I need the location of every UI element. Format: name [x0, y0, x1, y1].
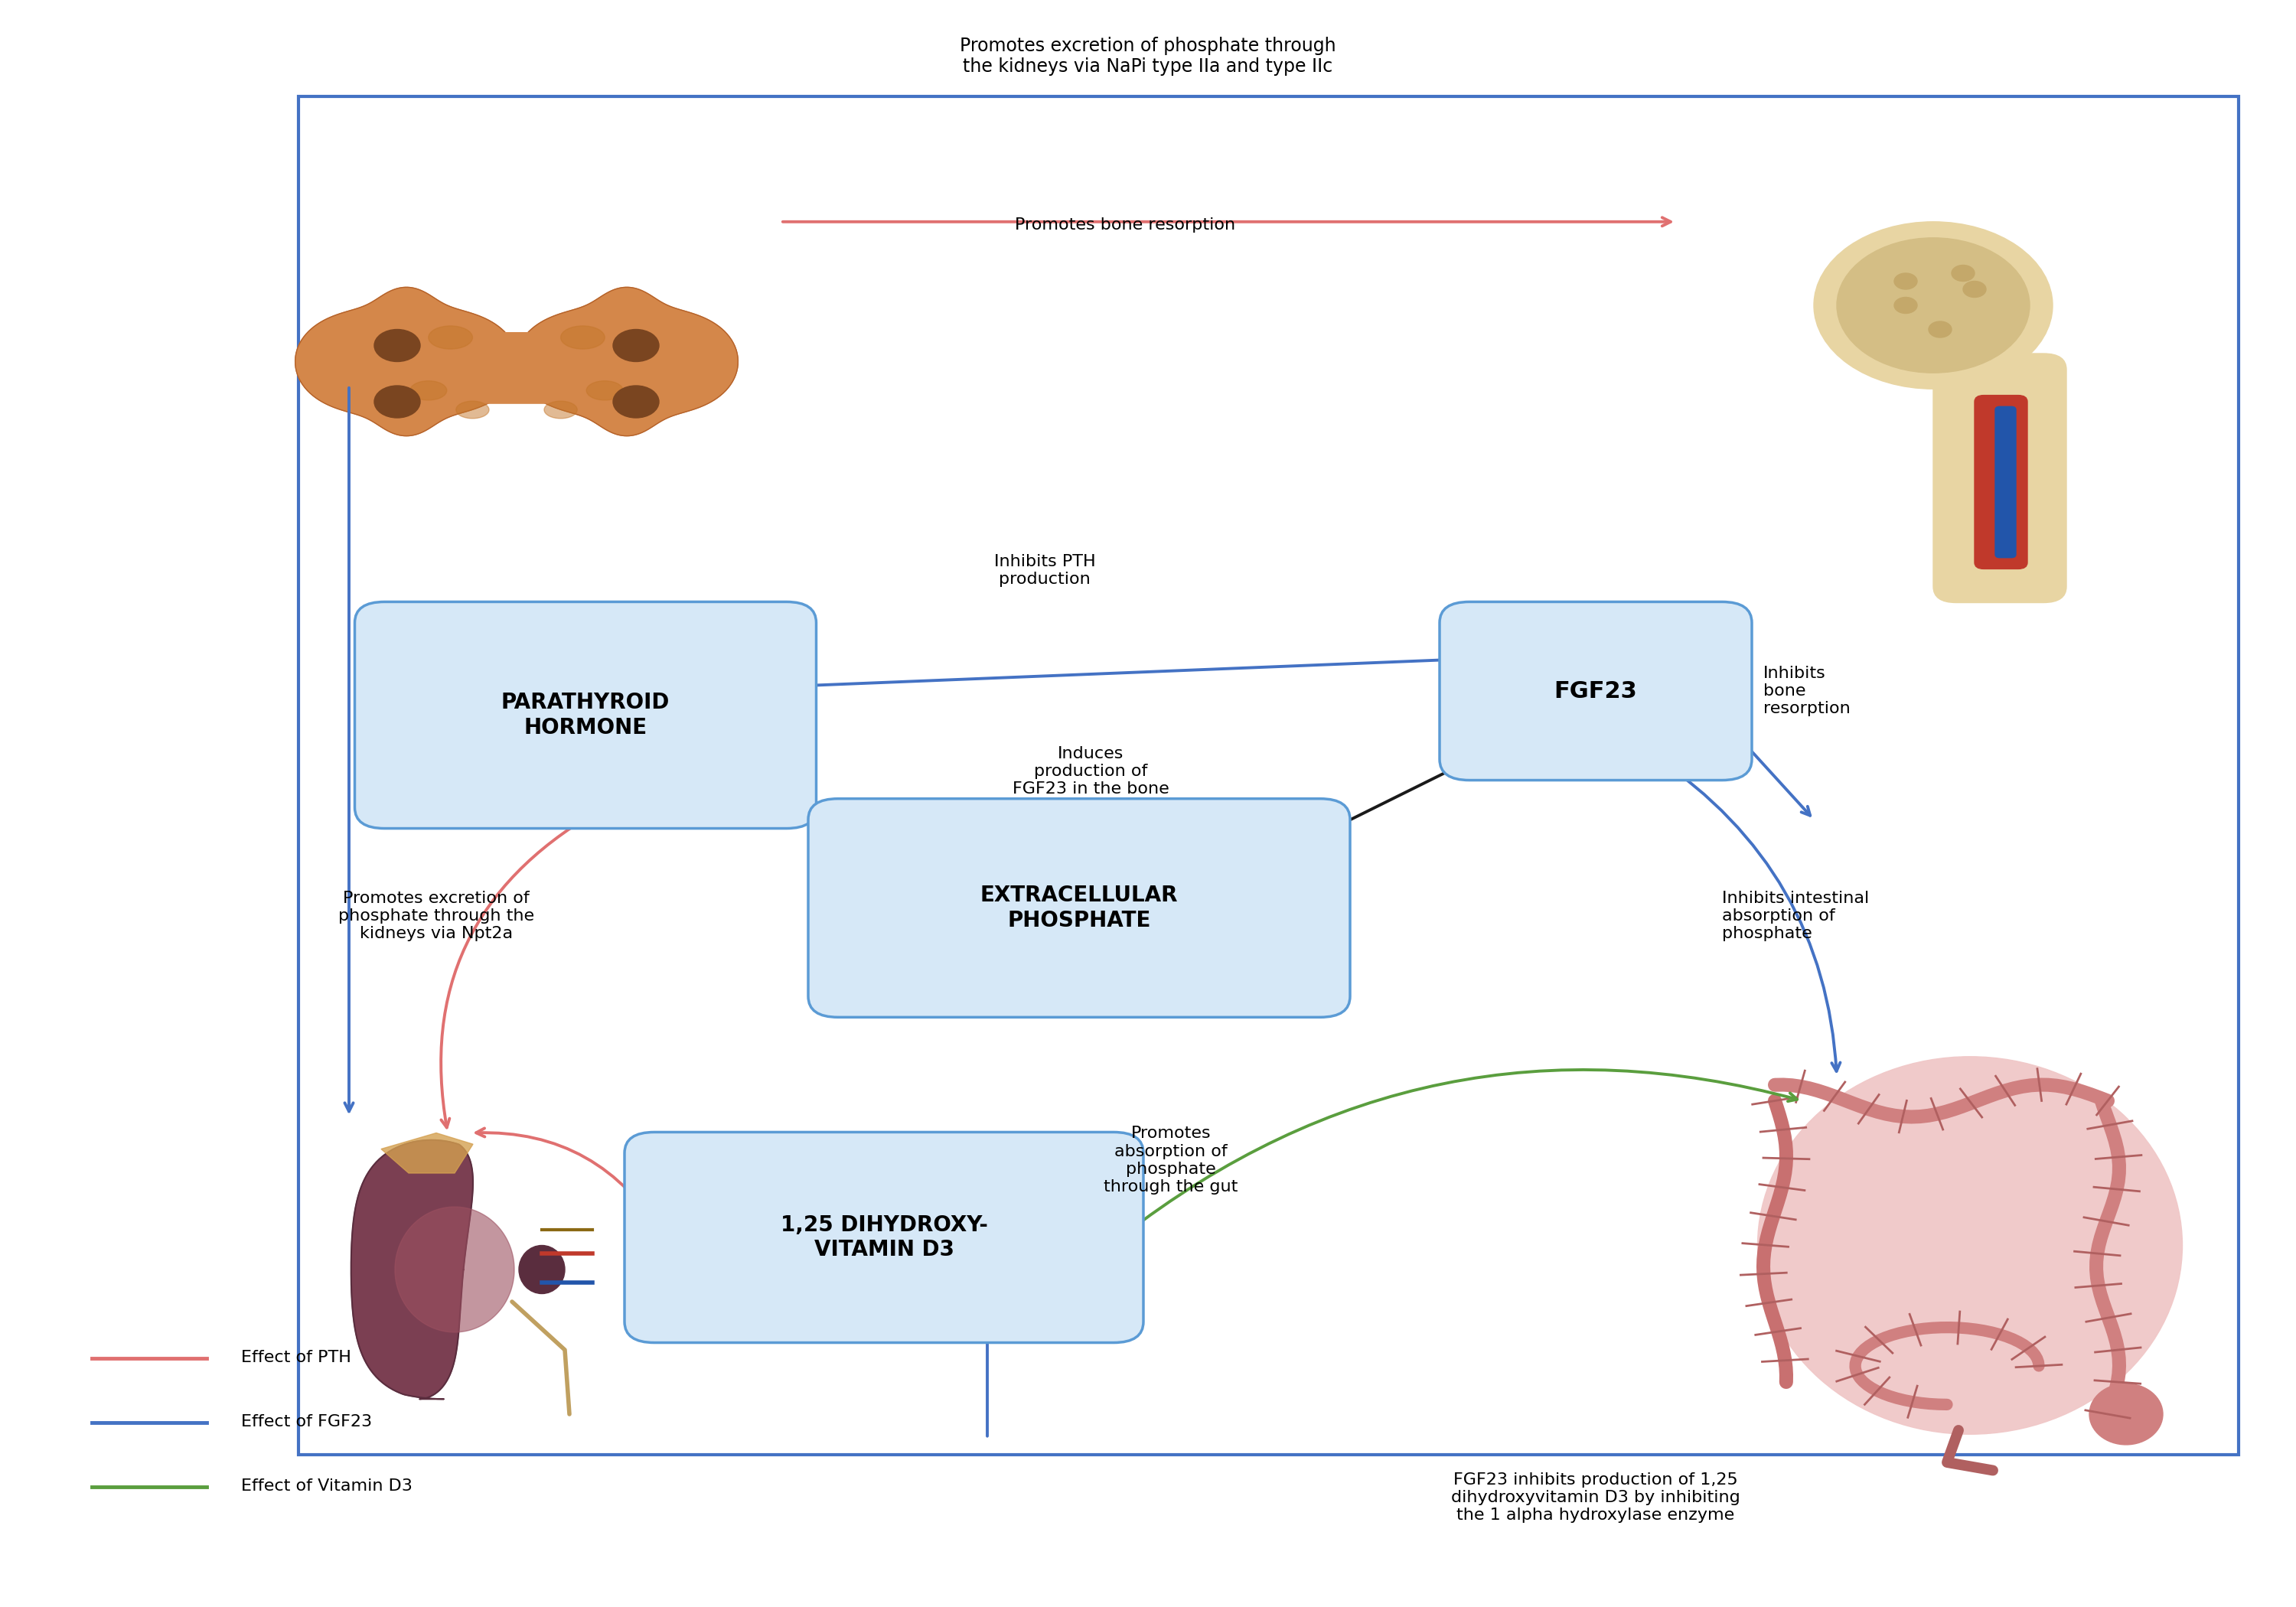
Circle shape	[1837, 238, 2030, 373]
Polygon shape	[381, 1133, 473, 1173]
Polygon shape	[517, 288, 737, 435]
Ellipse shape	[544, 402, 576, 418]
Ellipse shape	[1759, 1057, 2181, 1433]
Circle shape	[374, 329, 420, 362]
Text: Induces
production of
FGF23 in the bone: Induces production of FGF23 in the bone	[1013, 746, 1169, 797]
Circle shape	[1894, 297, 1917, 313]
Polygon shape	[351, 1139, 473, 1400]
Text: Inhibits PTH
production: Inhibits PTH production	[994, 554, 1095, 587]
Polygon shape	[296, 288, 517, 435]
Text: Inhibits
bone
resorption: Inhibits bone resorption	[1763, 665, 1851, 717]
FancyBboxPatch shape	[808, 799, 1350, 1017]
Text: Effect of FGF23: Effect of FGF23	[241, 1414, 372, 1430]
FancyBboxPatch shape	[1440, 603, 1752, 781]
Ellipse shape	[411, 381, 448, 400]
Ellipse shape	[585, 381, 622, 400]
FancyBboxPatch shape	[1933, 354, 2066, 603]
Circle shape	[1929, 321, 1952, 337]
Circle shape	[1814, 222, 2053, 389]
Text: FGF23 inhibits production of 1,25
dihydroxyvitamin D3 by inhibiting
the 1 alpha : FGF23 inhibits production of 1,25 dihydr…	[1451, 1472, 1740, 1523]
Polygon shape	[1901, 333, 2002, 386]
Ellipse shape	[457, 402, 489, 418]
Circle shape	[613, 329, 659, 362]
Ellipse shape	[560, 326, 604, 349]
Polygon shape	[395, 1207, 514, 1332]
Text: FGF23: FGF23	[1554, 680, 1637, 702]
Circle shape	[374, 386, 420, 418]
Ellipse shape	[519, 1245, 565, 1294]
Text: Promotes excretion of
phosphate through the
kidneys via Npt2a: Promotes excretion of phosphate through …	[338, 890, 535, 942]
Circle shape	[1952, 265, 1975, 281]
Text: Promotes bone resorption: Promotes bone resorption	[1015, 217, 1235, 233]
Text: Promotes
absorption of
phosphate
through the gut: Promotes absorption of phosphate through…	[1104, 1127, 1238, 1194]
Circle shape	[613, 386, 659, 418]
FancyBboxPatch shape	[1975, 395, 2027, 569]
FancyBboxPatch shape	[354, 601, 817, 829]
FancyBboxPatch shape	[625, 1131, 1143, 1343]
Circle shape	[1963, 281, 1986, 297]
Text: Effect of Vitamin D3: Effect of Vitamin D3	[241, 1478, 413, 1495]
Text: PARATHYROID
HORMONE: PARATHYROID HORMONE	[501, 693, 670, 738]
Text: Promotes excretion of phosphate through
the kidneys via NaPi type IIa and type I: Promotes excretion of phosphate through …	[960, 37, 1336, 76]
Text: 1,25 DIHYDROXY-
VITAMIN D3: 1,25 DIHYDROXY- VITAMIN D3	[781, 1215, 987, 1260]
Ellipse shape	[429, 326, 473, 349]
Text: Effect of PTH: Effect of PTH	[241, 1350, 351, 1366]
Text: EXTRACELLULAR
PHOSPHATE: EXTRACELLULAR PHOSPHATE	[980, 885, 1178, 930]
FancyBboxPatch shape	[475, 333, 558, 403]
Text: Inhibits intestinal
absorption of
phosphate: Inhibits intestinal absorption of phosph…	[1722, 890, 1869, 942]
Ellipse shape	[2089, 1384, 2163, 1445]
Circle shape	[1894, 273, 1917, 289]
FancyBboxPatch shape	[1995, 407, 2016, 558]
